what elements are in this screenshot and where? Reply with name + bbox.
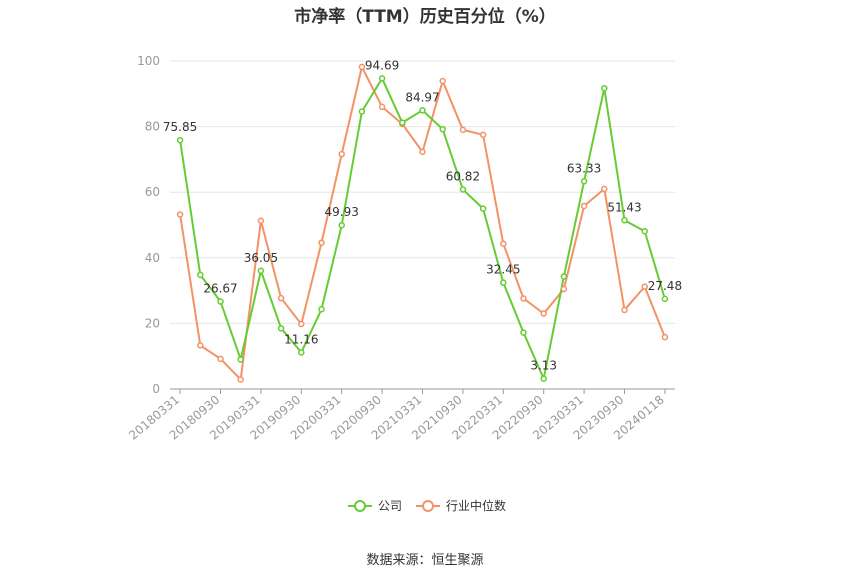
data-label: 75.85 bbox=[163, 120, 197, 134]
data-point[interactable] bbox=[580, 178, 588, 185]
data-point[interactable] bbox=[641, 227, 648, 235]
data-point[interactable] bbox=[358, 63, 366, 71]
data-point[interactable] bbox=[661, 295, 669, 303]
data-point[interactable] bbox=[500, 240, 507, 247]
data-point[interactable] bbox=[500, 279, 507, 286]
data-point[interactable] bbox=[459, 186, 467, 193]
data-label: 94.69 bbox=[365, 58, 399, 72]
legend-marker[interactable] bbox=[422, 500, 434, 512]
data-label: 60.82 bbox=[446, 170, 480, 184]
data-point[interactable] bbox=[520, 295, 527, 302]
data-point[interactable] bbox=[419, 148, 426, 156]
data-point[interactable] bbox=[439, 125, 446, 133]
chart-title: 市净率（TTM）历史百分位（%） bbox=[294, 7, 556, 27]
y-tick-label: 20 bbox=[145, 316, 160, 330]
data-point[interactable] bbox=[217, 298, 224, 305]
data-point[interactable] bbox=[176, 211, 184, 218]
data-point[interactable] bbox=[378, 103, 386, 111]
data-point[interactable] bbox=[358, 108, 366, 115]
data-point[interactable] bbox=[176, 136, 184, 144]
series-lines bbox=[179, 65, 666, 381]
data-point[interactable] bbox=[378, 75, 386, 82]
data-point[interactable] bbox=[217, 355, 224, 363]
data-point[interactable] bbox=[661, 333, 669, 341]
data-point[interactable] bbox=[540, 375, 547, 382]
data-point[interactable] bbox=[298, 349, 305, 356]
data-point[interactable] bbox=[197, 342, 204, 349]
data-source: 数据来源：恒生聚源 bbox=[366, 553, 484, 568]
data-label: 32.45 bbox=[486, 263, 520, 277]
data-point[interactable] bbox=[318, 306, 325, 313]
data-point[interactable] bbox=[601, 84, 608, 92]
data-point[interactable] bbox=[277, 325, 285, 332]
data-point[interactable] bbox=[257, 217, 265, 224]
data-point[interactable] bbox=[419, 107, 426, 114]
y-axis: 0 20 40 60 80 100 bbox=[137, 54, 160, 396]
data-point[interactable] bbox=[479, 131, 487, 139]
series-line-0 bbox=[179, 77, 666, 380]
data-point[interactable] bbox=[540, 310, 547, 317]
y-tick-label: 40 bbox=[145, 251, 160, 265]
data-point[interactable] bbox=[621, 217, 628, 224]
data-labels: 75.85 26.67 36.05 11.16 49.93 94.69 84.97 60.82… bbox=[163, 58, 682, 372]
data-point[interactable] bbox=[621, 306, 628, 314]
data-label: 27.48 bbox=[648, 279, 682, 293]
x-axis: 2018033120180930201903312019093020200331… bbox=[126, 388, 675, 443]
data-point[interactable] bbox=[338, 221, 345, 229]
data-label: 11.16 bbox=[284, 332, 318, 346]
legend-label[interactable]: 公司 bbox=[378, 499, 402, 513]
legend-label[interactable]: 行业中位数 bbox=[446, 498, 506, 513]
data-point[interactable] bbox=[399, 119, 406, 126]
data-point[interactable] bbox=[601, 185, 608, 193]
legend-marker[interactable] bbox=[354, 500, 366, 512]
data-point[interactable] bbox=[277, 294, 285, 302]
legend: 公司 行业中位数 bbox=[348, 498, 506, 513]
data-point[interactable] bbox=[257, 267, 265, 275]
y-tick-label: 80 bbox=[145, 120, 160, 134]
data-label: 84.97 bbox=[405, 90, 439, 104]
series-points bbox=[176, 63, 669, 383]
data-point[interactable] bbox=[560, 273, 568, 280]
data-point[interactable] bbox=[560, 285, 568, 293]
data-point[interactable] bbox=[338, 150, 345, 158]
data-point[interactable] bbox=[520, 329, 527, 336]
data-point[interactable] bbox=[197, 271, 204, 279]
grid-lines bbox=[170, 60, 675, 324]
data-point[interactable] bbox=[237, 376, 244, 383]
data-point[interactable] bbox=[318, 239, 325, 246]
data-point[interactable] bbox=[298, 320, 305, 328]
data-label: 36.05 bbox=[244, 251, 278, 265]
data-label: 63.33 bbox=[567, 161, 601, 175]
data-point[interactable] bbox=[237, 356, 244, 363]
data-point[interactable] bbox=[459, 126, 467, 134]
data-point[interactable] bbox=[580, 202, 588, 210]
data-label: 3.13 bbox=[530, 359, 557, 373]
series-line-1 bbox=[179, 65, 666, 381]
data-label: 26.67 bbox=[203, 282, 237, 296]
data-label: 51.43 bbox=[607, 200, 641, 214]
data-point[interactable] bbox=[439, 77, 446, 85]
data-label: 49.93 bbox=[325, 205, 359, 219]
y-tick-label: 100 bbox=[137, 54, 160, 68]
data-point[interactable] bbox=[479, 205, 487, 212]
y-tick-label: 60 bbox=[145, 185, 160, 199]
data-point[interactable] bbox=[641, 283, 648, 290]
y-tick-label: 0 bbox=[152, 382, 160, 396]
